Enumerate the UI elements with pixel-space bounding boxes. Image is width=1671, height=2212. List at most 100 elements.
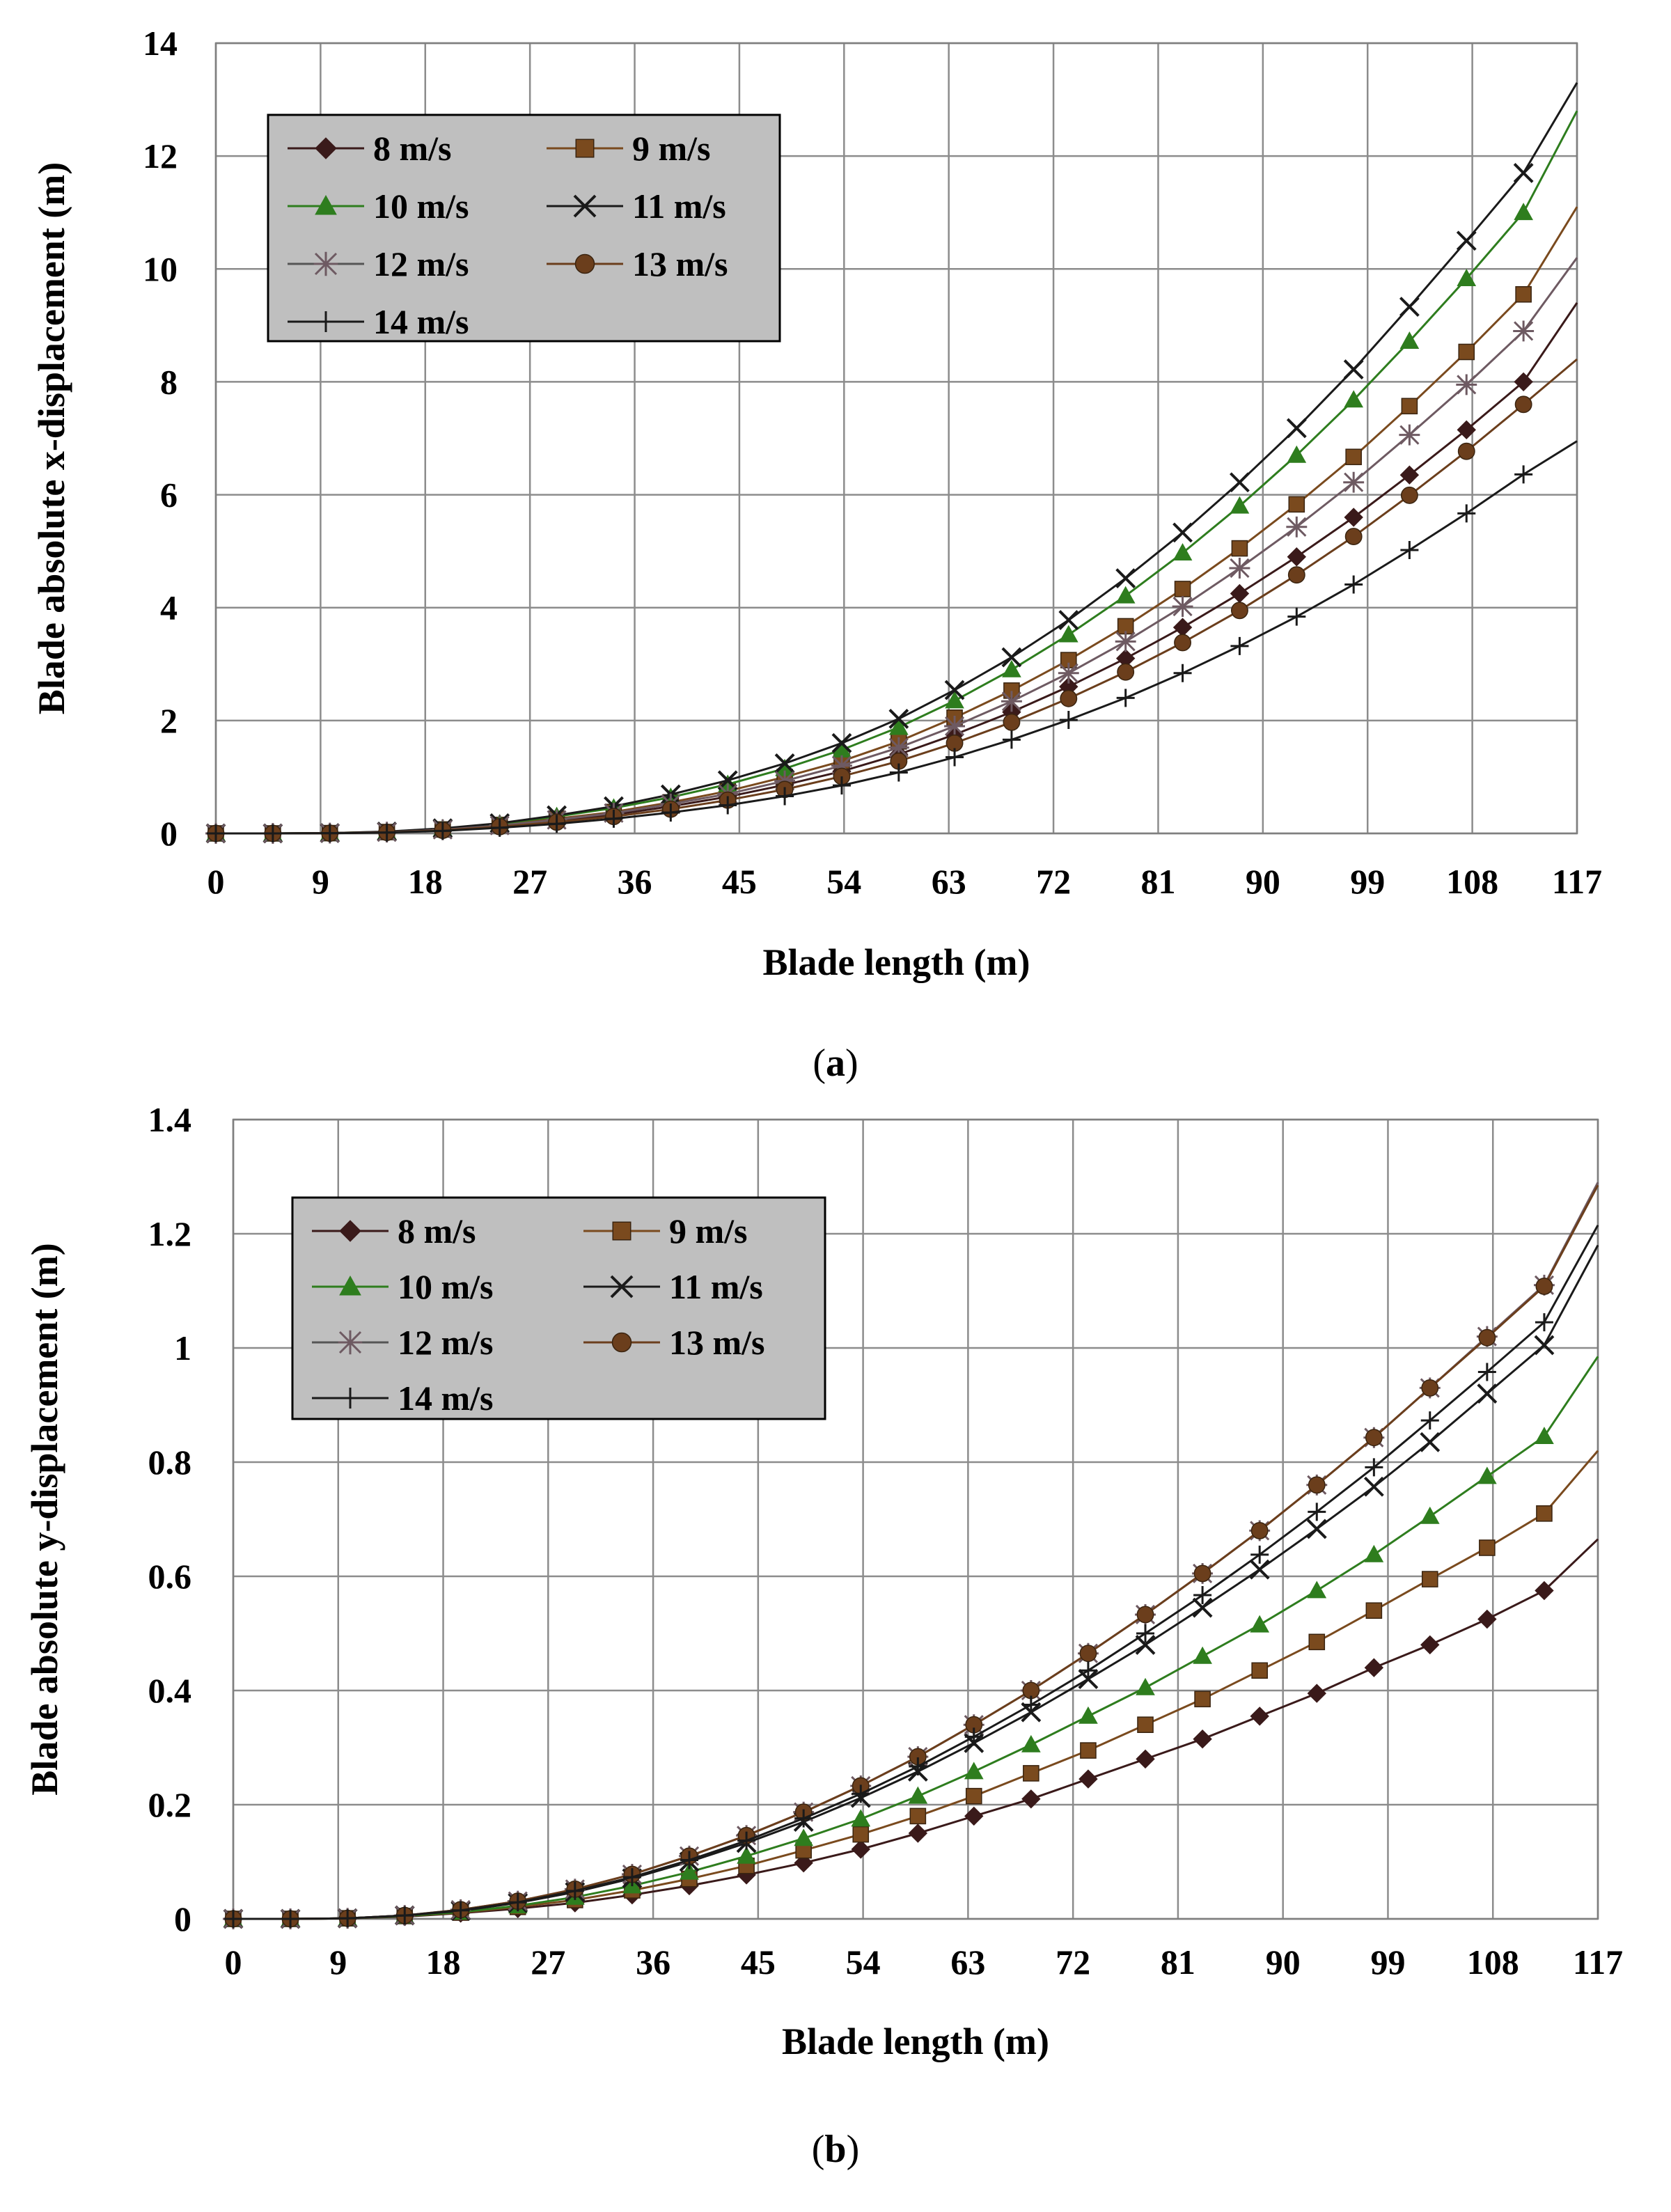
data-point xyxy=(1401,398,1418,415)
data-point xyxy=(1060,689,1078,707)
data-point xyxy=(1307,1580,1327,1599)
data-point xyxy=(1058,625,1078,643)
data-point xyxy=(1365,1429,1383,1447)
data-point xyxy=(1287,445,1307,463)
legend-item: 12 m/s xyxy=(312,1323,494,1362)
x-tick-label: 9 xyxy=(312,862,329,901)
plot-border xyxy=(232,1118,1599,1920)
x-axis-label: Blade length (m) xyxy=(763,941,1030,983)
panel-caption: (b) xyxy=(812,2128,859,2171)
data-point xyxy=(1477,1466,1497,1484)
x-tick-label: 0 xyxy=(207,862,225,901)
data-point xyxy=(1478,1328,1496,1347)
panel-caption: (a) xyxy=(813,1042,858,1085)
y-tick-label: 0.2 xyxy=(148,1785,192,1824)
data-point xyxy=(338,1909,357,1928)
data-point xyxy=(1535,1313,1553,1332)
data-point xyxy=(852,1784,870,1803)
data-point xyxy=(1420,1635,1440,1655)
data-point xyxy=(1229,558,1250,579)
data-point xyxy=(1535,1277,1553,1295)
x-tick-label: 81 xyxy=(1161,1943,1195,1982)
data-point xyxy=(1399,331,1420,349)
data-point xyxy=(1137,1716,1154,1733)
x-tick-label: 99 xyxy=(1370,1943,1405,1982)
data-point xyxy=(1231,540,1248,557)
data-point xyxy=(1287,607,1306,626)
data-point xyxy=(1307,1684,1326,1703)
data-point xyxy=(1078,1661,1097,1680)
data-point xyxy=(909,1757,927,1776)
data-point xyxy=(717,770,738,791)
data-point xyxy=(908,1823,928,1843)
data-point xyxy=(1535,1580,1554,1601)
data-point xyxy=(1079,1645,1097,1663)
x-tick-label: 54 xyxy=(846,1943,881,1982)
data-point xyxy=(1457,504,1476,523)
data-point xyxy=(224,1910,242,1928)
data-point xyxy=(719,796,737,815)
data-point xyxy=(831,755,852,776)
x-tick-label: 117 xyxy=(1552,862,1602,901)
y-tick-label: 12 xyxy=(143,136,178,175)
legend-item: 13 m/s xyxy=(547,244,728,283)
x-tick-label: 18 xyxy=(426,1943,461,1982)
data-point xyxy=(964,1727,983,1746)
data-point xyxy=(1078,1769,1098,1789)
x-tick-label: 63 xyxy=(950,1943,985,1982)
data-point xyxy=(1193,1586,1212,1605)
x-tick-label: 90 xyxy=(1266,1943,1301,1982)
legend-marker xyxy=(339,1220,361,1242)
data-point xyxy=(1250,1521,1269,1539)
x-axis-label: Blade length (m) xyxy=(782,2021,1049,2062)
data-point xyxy=(1343,471,1365,493)
data-point xyxy=(281,1910,300,1928)
data-point xyxy=(1230,602,1248,620)
data-point xyxy=(1251,1662,1268,1679)
legend-label: 11 m/s xyxy=(632,187,726,226)
x-tick-label: 108 xyxy=(1467,1943,1519,1982)
legend-marker xyxy=(573,194,597,218)
data-point xyxy=(377,823,396,842)
legend-label: 13 m/s xyxy=(669,1323,765,1362)
data-point xyxy=(1513,320,1535,342)
legend: 8 m/s 9 m/s 10 m/s 11 m/s 12 m/s 13 m/s 14 m/s xyxy=(267,113,781,343)
data-point xyxy=(1458,343,1475,361)
data-point xyxy=(1456,374,1477,395)
data-point xyxy=(1513,163,1534,183)
data-point xyxy=(1477,1609,1497,1629)
y-tick-label: 0.4 xyxy=(148,1671,192,1710)
data-point xyxy=(1343,359,1364,380)
data-point xyxy=(1174,581,1191,597)
legend-item: 8 m/s xyxy=(288,129,452,168)
legend-item: 9 m/s xyxy=(547,129,711,168)
y-axis-label: Blade absolute y-displacement (m) xyxy=(24,1243,65,1795)
data-point xyxy=(1172,522,1193,543)
legend-label: 10 m/s xyxy=(373,187,469,226)
data-point xyxy=(1193,1729,1212,1749)
panel-a-chart: 0 9 18 27 36 45 54 63 72 81 90 99 108 117 0 2 4 6 8 10 12 14 B… xyxy=(31,24,1602,1085)
data-point xyxy=(909,1807,927,1825)
data-point xyxy=(737,1831,756,1850)
x-tick-label: 36 xyxy=(636,1943,670,1982)
data-point xyxy=(1023,1765,1040,1782)
data-point xyxy=(888,709,909,729)
y-axis-label: Blade absolute x-displacement (m) xyxy=(31,162,72,714)
data-point xyxy=(433,822,452,840)
data-point xyxy=(508,1893,527,1912)
legend-marker xyxy=(612,1221,631,1241)
x-tick-label: 45 xyxy=(741,1943,776,1982)
data-point xyxy=(1514,203,1533,221)
data-point xyxy=(320,824,339,842)
data-point xyxy=(1230,496,1250,514)
data-point xyxy=(965,1787,982,1805)
data-point xyxy=(1399,424,1420,446)
x-tick-label: 36 xyxy=(618,862,652,901)
data-point xyxy=(1514,395,1532,414)
legend-label: 9 m/s xyxy=(669,1211,748,1250)
data-point xyxy=(1420,1411,1439,1430)
legend-label: 12 m/s xyxy=(398,1323,494,1362)
legend-marker xyxy=(611,1332,632,1353)
data-point xyxy=(851,1840,870,1859)
